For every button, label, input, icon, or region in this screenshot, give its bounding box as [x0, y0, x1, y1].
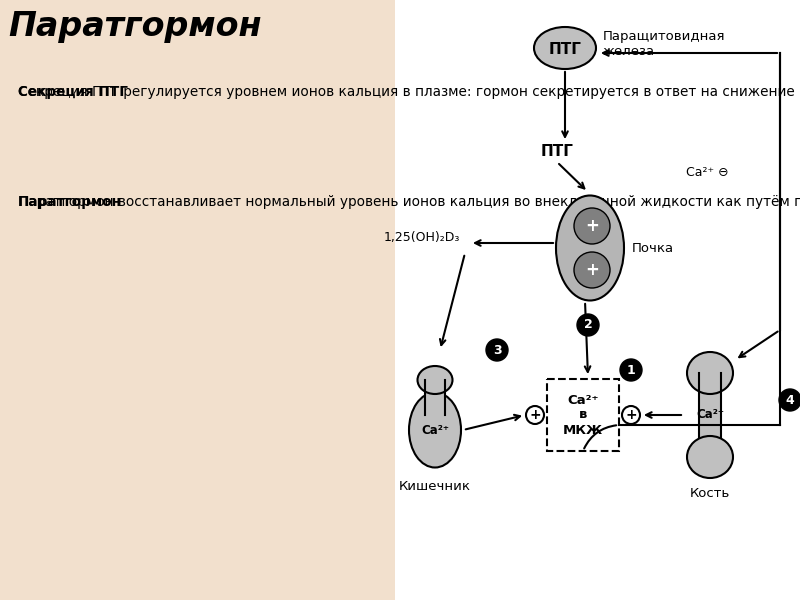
Text: 1: 1 [626, 364, 635, 377]
Ellipse shape [418, 366, 453, 394]
Text: +: + [625, 408, 637, 422]
Circle shape [622, 406, 640, 424]
Text: Ca²⁺ ⊖: Ca²⁺ ⊖ [686, 166, 729, 179]
Text: +: + [585, 261, 599, 279]
Text: Ca²⁺: Ca²⁺ [421, 424, 449, 437]
Text: ПТГ: ПТГ [541, 145, 574, 160]
Text: 2: 2 [584, 319, 592, 331]
Text: Паратгормон восстанавливает нормальный уровень ионов кальция во внеклеточной жид: Паратгормон восстанавливает нормальный у… [18, 195, 800, 209]
Circle shape [526, 406, 544, 424]
Text: Паращитовидная
железа: Паращитовидная железа [603, 30, 726, 58]
Circle shape [486, 339, 508, 361]
Circle shape [577, 314, 599, 336]
Text: Паратгормон: Паратгормон [8, 10, 262, 43]
Text: Почка: Почка [632, 241, 674, 254]
Text: Секреция ПТГ регулируется уровнем ионов кальция в плазме: гормон секретируется в: Секреция ПТГ регулируется уровнем ионов … [18, 85, 800, 99]
Bar [395, 0, 800, 600]
Text: 1,25(OH)₂D₃: 1,25(OH)₂D₃ [384, 232, 460, 245]
Text: +: + [529, 408, 541, 422]
Bar [699, 373, 721, 457]
Ellipse shape [687, 352, 733, 394]
Text: Секреция ПТГ: Секреция ПТГ [18, 85, 128, 99]
Ellipse shape [534, 27, 596, 69]
Text: 3: 3 [493, 343, 502, 356]
Text: 4: 4 [786, 394, 794, 407]
Text: Кишечник: Кишечник [399, 480, 471, 493]
Ellipse shape [409, 392, 461, 467]
Bar [0, 0, 395, 600]
Ellipse shape [574, 252, 610, 288]
Text: Ca²⁺: Ca²⁺ [696, 409, 724, 421]
Ellipse shape [687, 436, 733, 478]
Ellipse shape [574, 208, 610, 244]
Circle shape [779, 389, 800, 411]
Text: Ca²⁺
в
МКЖ: Ca²⁺ в МКЖ [563, 394, 603, 437]
Circle shape [620, 359, 642, 381]
Text: Паратгормон: Паратгормон [18, 195, 122, 209]
Ellipse shape [556, 196, 624, 301]
Text: ПТГ: ПТГ [549, 43, 582, 58]
Text: Кость: Кость [690, 487, 730, 500]
Text: +: + [585, 217, 599, 235]
FancyBboxPatch shape [547, 379, 619, 451]
Bar [425, 383, 445, 415]
